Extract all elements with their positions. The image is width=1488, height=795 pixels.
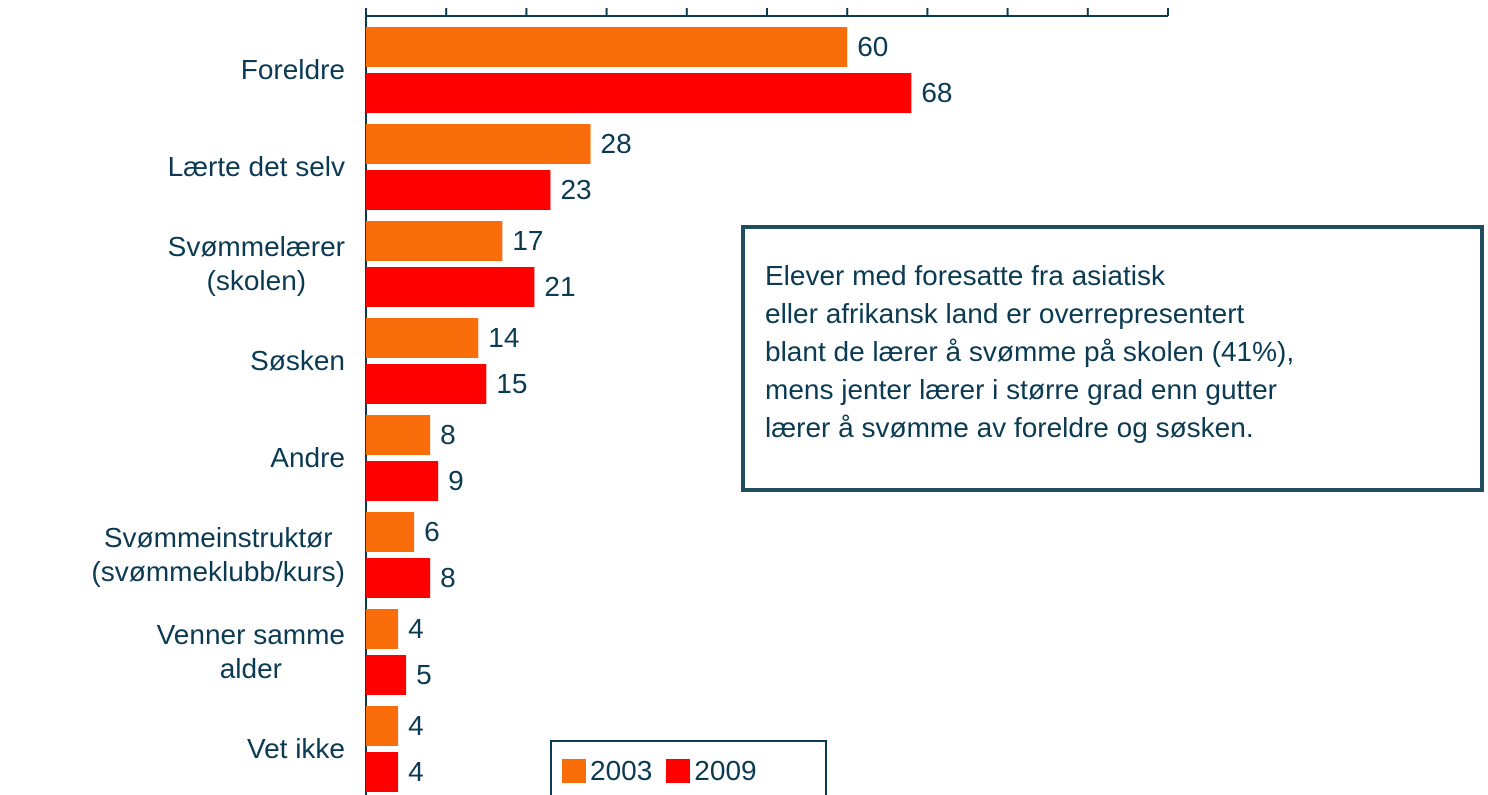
data-label: 8 xyxy=(440,419,456,450)
bar xyxy=(366,73,912,113)
bar xyxy=(366,318,479,358)
y-tick-label: Svømmeinstruktør (svømmeklubb/kurs) xyxy=(91,522,345,587)
y-tick-label: Søsken xyxy=(250,345,345,376)
data-label: 4 xyxy=(408,613,424,644)
legend-item: 2009 xyxy=(666,755,757,787)
data-label: 15 xyxy=(496,368,528,399)
bar xyxy=(366,124,591,164)
data-label: 4 xyxy=(408,756,424,787)
bar xyxy=(366,267,535,307)
bar xyxy=(366,655,407,695)
data-label: 8 xyxy=(440,562,456,593)
legend-swatch xyxy=(666,759,691,783)
legend-label: 2003 xyxy=(590,755,653,786)
annotation-box: Elever med foresatte fra asiatisk eller … xyxy=(741,225,1484,492)
bar xyxy=(366,706,399,746)
bar xyxy=(366,27,848,67)
y-tick-label: Vet ikke xyxy=(246,733,345,764)
legend: 2003 2009 xyxy=(550,740,827,795)
bar xyxy=(366,415,431,455)
bar xyxy=(366,364,487,404)
data-label: 68 xyxy=(921,77,953,108)
annotation: Elever med foresatte fra asiatisk eller … xyxy=(765,260,1295,443)
data-label: 6 xyxy=(424,516,440,547)
bar xyxy=(366,752,399,792)
data-label: 23 xyxy=(560,174,592,205)
legend-label: 2009 xyxy=(694,755,757,786)
legend-swatch xyxy=(562,759,586,783)
bar xyxy=(366,558,431,598)
data-label: 28 xyxy=(600,128,632,159)
bar xyxy=(366,221,503,261)
data-label: 17 xyxy=(512,225,544,256)
data-label: 9 xyxy=(448,465,464,496)
y-tick-label: Svømmelærer (skolen) xyxy=(167,231,345,296)
y-tick-label: Foreldre xyxy=(240,54,345,85)
y-tick-label: Andre xyxy=(270,442,345,473)
bar xyxy=(366,512,415,552)
data-label: 4 xyxy=(408,710,424,741)
y-tick-label: Venner samme alder xyxy=(156,619,345,684)
data-label: 5 xyxy=(416,659,432,690)
bar xyxy=(366,170,551,210)
bar xyxy=(366,609,399,649)
data-label: 14 xyxy=(488,322,520,353)
y-tick-label: Lærte det selv xyxy=(167,151,345,182)
data-label: 21 xyxy=(544,271,576,302)
bar xyxy=(366,461,439,501)
data-label: 60 xyxy=(857,31,889,62)
legend-item: 2003 xyxy=(562,755,652,787)
